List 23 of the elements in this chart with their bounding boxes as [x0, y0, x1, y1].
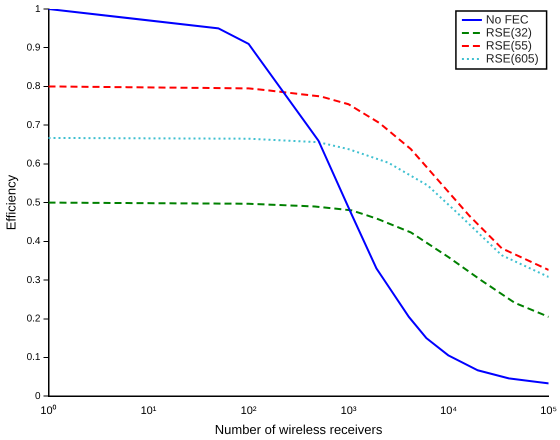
- x-tick-label: 10²: [240, 404, 257, 417]
- x-tick-label: 10³: [340, 404, 357, 417]
- y-tick-label: 0: [34, 390, 41, 402]
- y-axis-title: Efficiency: [3, 174, 18, 230]
- y-tick-label: 0.8: [26, 81, 41, 92]
- legend-label: RSE(55): [486, 38, 532, 52]
- y-tick-label: 0.6: [26, 158, 41, 170]
- y-tick-label: 1: [34, 4, 41, 15]
- legend-label: RSE(32): [486, 25, 532, 40]
- x-tick-label: 10⁵: [540, 404, 557, 417]
- y-tick-label: 0.5: [26, 197, 41, 208]
- y-tick-label: 0.1: [26, 352, 41, 364]
- x-tick-label: 10⁰: [40, 404, 57, 417]
- x-tick-label: 10⁴: [440, 404, 458, 417]
- legend-label: No FEC: [486, 12, 529, 26]
- x-axis-title: Number of wireless receivers: [214, 422, 383, 437]
- x-tick-label: 10¹: [140, 404, 157, 417]
- y-tick-label: 0.3: [26, 274, 41, 286]
- legend-label: RSE(605): [486, 51, 539, 66]
- y-tick-label: 0.2: [26, 314, 41, 325]
- y-tick-label: 0.9: [26, 42, 41, 54]
- y-tick-label: 0.7: [26, 120, 41, 131]
- y-tick-label: 0.4: [26, 236, 41, 248]
